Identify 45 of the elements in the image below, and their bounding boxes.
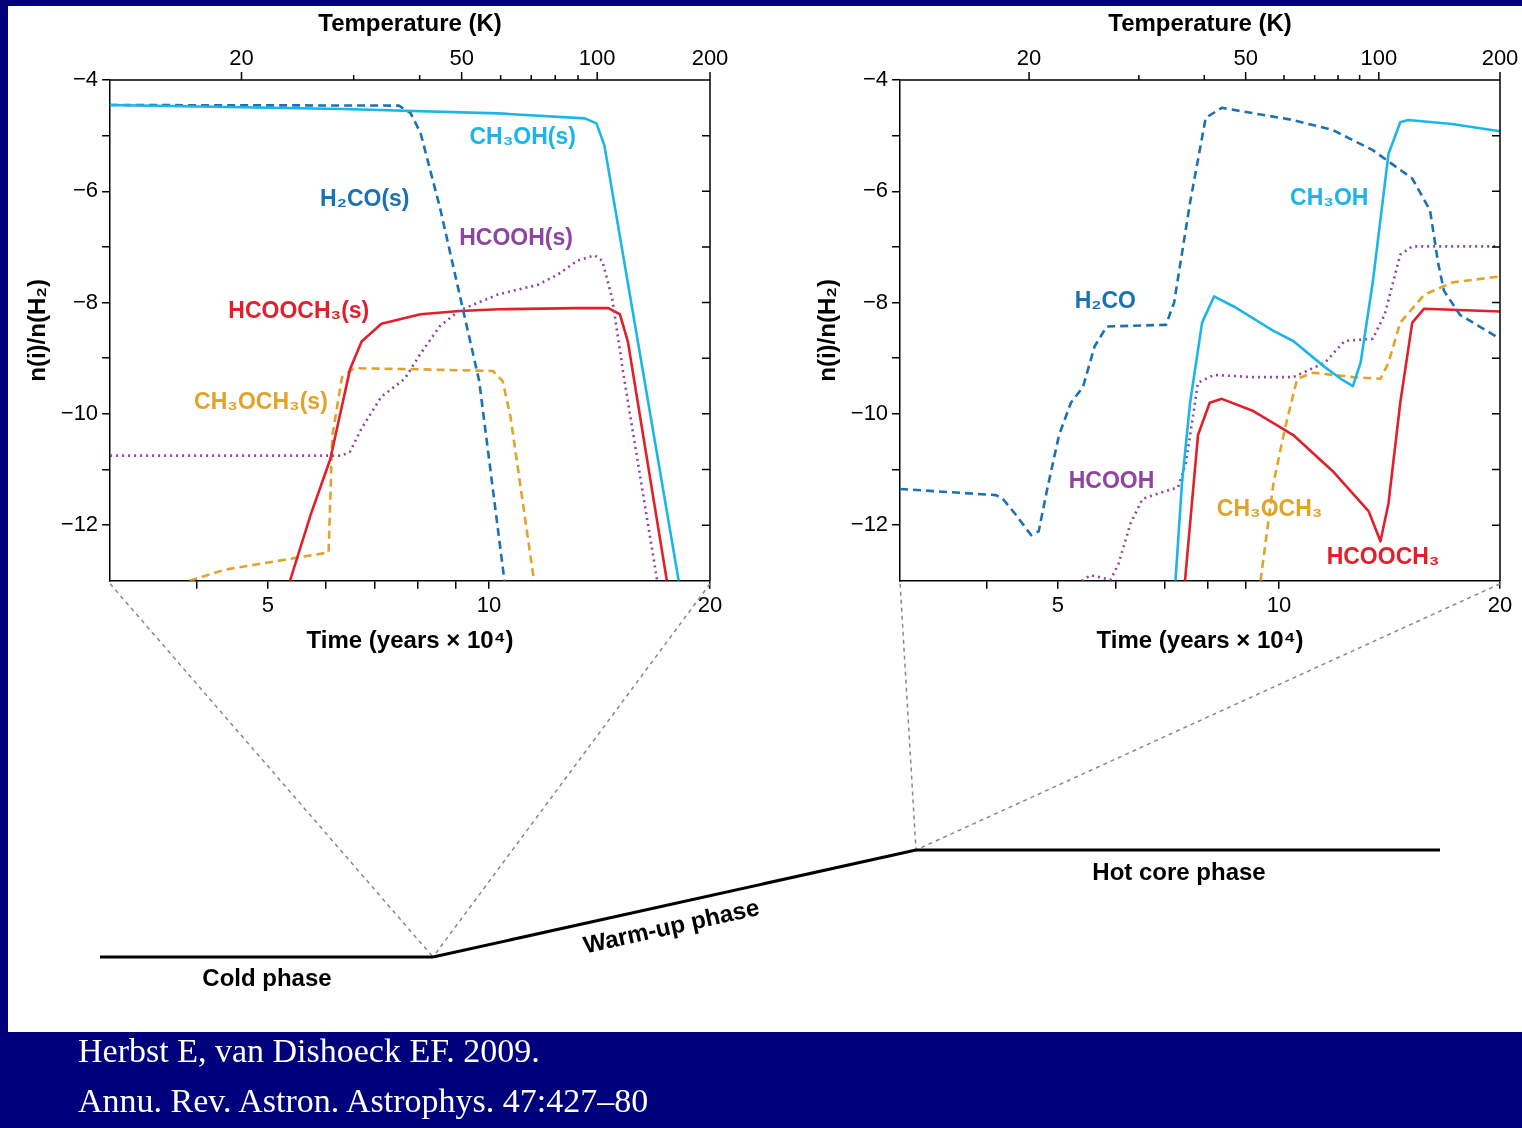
y-tick-label: −12: [60, 511, 99, 537]
series-label: CH₃OH: [1290, 184, 1369, 211]
x2-axis-title: Temperature (K): [318, 8, 502, 36]
x-tick-label: 10: [1266, 592, 1292, 618]
y-axis-title: n(i)/n(H₂): [813, 279, 841, 382]
text: Warm-up phase: [580, 893, 762, 959]
x-tick-label: 5: [1051, 592, 1064, 618]
text: Hot core phase: [1092, 858, 1266, 885]
y-tick-label: −8: [863, 288, 889, 314]
text: 100: [1360, 45, 1398, 71]
series-label: CH₃OH(s): [469, 123, 576, 150]
y-tick-label: −12: [850, 511, 889, 537]
x-axis-title: Time (years × 10⁴): [1096, 626, 1304, 654]
y-tick-label: −10: [850, 399, 889, 425]
y-tick-label: −8: [73, 288, 99, 314]
text: 20: [1016, 45, 1042, 71]
y-tick-label: −4: [863, 66, 889, 92]
y-tick-label: −6: [863, 177, 889, 203]
series-label: HCOOCH₃(s): [228, 296, 370, 323]
series-label: HCOOH: [1068, 467, 1155, 494]
series-label: HCOOH(s): [459, 224, 573, 251]
text: 50: [1233, 45, 1258, 71]
x-tick-label: 20: [1487, 592, 1513, 618]
text: 200: [691, 45, 729, 71]
series-label: CH₃OCH₃: [1216, 494, 1323, 521]
text: Cold phase: [202, 964, 332, 991]
x2-axis-title: Temperature (K): [1108, 8, 1292, 36]
x-tick-label: 10: [476, 592, 502, 618]
text: 100: [578, 45, 616, 71]
text: Annu. Rev. Astron. Astrophys. 47:427–80: [78, 1082, 649, 1119]
x-tick-label: 20: [697, 592, 723, 618]
y-tick-label: −6: [73, 177, 99, 203]
text: 20: [229, 45, 254, 71]
y-tick-label: −10: [60, 399, 99, 425]
text: 200: [1481, 45, 1519, 71]
series-label: CH₃OCH₃(s): [194, 388, 328, 415]
y-tick-label: −4: [73, 66, 99, 92]
text: Herbst E, van Dishoeck EF. 2009.: [78, 1032, 540, 1069]
text: 50: [449, 45, 474, 71]
x-axis-title: Time (years × 10⁴): [306, 626, 514, 654]
x-tick-label: 5: [261, 592, 274, 618]
series-label: H₂CO(s): [320, 185, 410, 212]
y-axis-title: n(i)/n(H₂): [23, 279, 51, 382]
series-label: H₂CO: [1074, 286, 1137, 313]
series-label: HCOOCH₃: [1326, 543, 1440, 570]
